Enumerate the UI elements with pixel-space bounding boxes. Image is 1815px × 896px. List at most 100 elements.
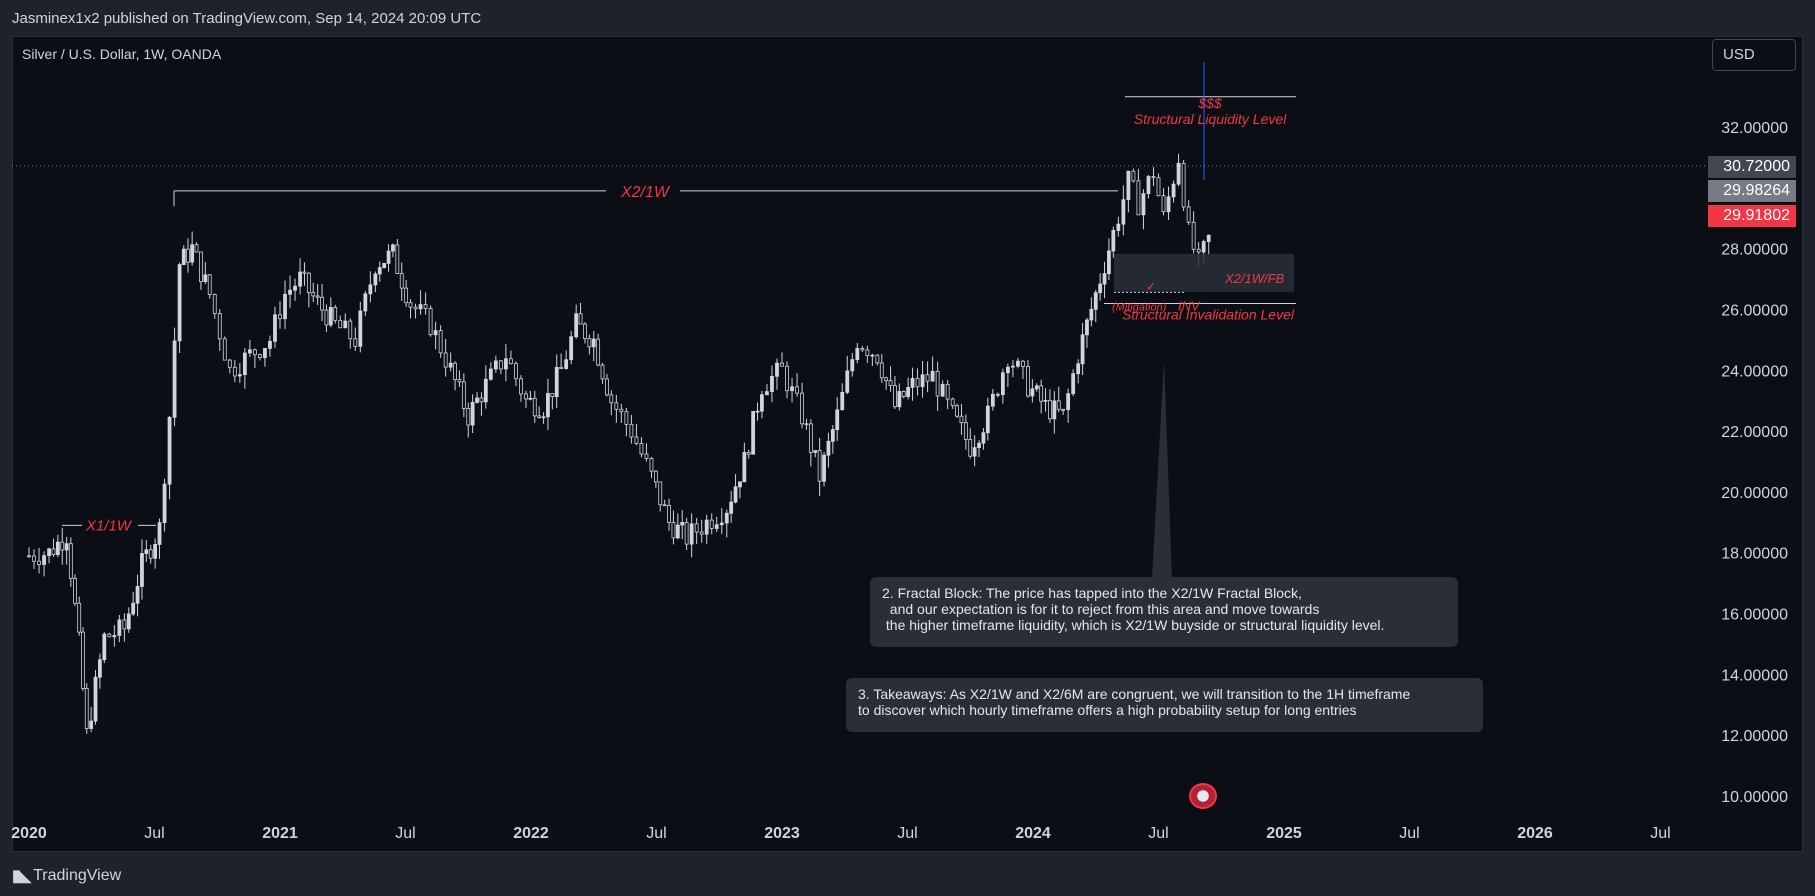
candle-body: [333, 307, 338, 321]
y-tick-label: 28.00000: [1721, 242, 1788, 259]
candle-body: [199, 251, 203, 283]
candle-body: [181, 248, 186, 265]
candle-body: [935, 370, 940, 397]
candle-body: [343, 320, 348, 329]
candle-body: [709, 519, 714, 529]
candle-body: [1039, 385, 1044, 402]
candle-body: [212, 293, 217, 314]
candle-body: [194, 244, 199, 253]
candle-body: [203, 274, 208, 283]
candle-body: [438, 330, 443, 354]
candle-body: [358, 310, 363, 347]
candle-body: [232, 366, 237, 377]
candle-body: [1111, 230, 1116, 252]
candle-body: [514, 363, 518, 380]
inv-label: INV: [1178, 298, 1201, 313]
candle-body: [1066, 393, 1071, 411]
candle-body: [1141, 193, 1146, 216]
candle-body: [1085, 319, 1089, 336]
fractal-block-note[interactable]: 2. Fractal Block: The price has tapped i…: [870, 577, 1458, 647]
candle-body: [619, 408, 624, 413]
candle-body: [950, 398, 955, 407]
candle-body: [855, 348, 860, 361]
candle-body: [122, 619, 127, 630]
us-flag-event-icon[interactable]: [1189, 783, 1217, 809]
candle-body: [1176, 162, 1181, 185]
candle-body: [578, 313, 583, 325]
candle-body: [488, 368, 493, 380]
candle-body: [742, 452, 747, 483]
candle-body: [624, 411, 629, 425]
candle-body: [263, 348, 267, 359]
candle-body: [408, 302, 413, 308]
candle-body: [382, 263, 387, 269]
candle-body: [1006, 366, 1010, 374]
candle-body: [328, 307, 333, 326]
candle-body: [699, 531, 704, 535]
candle-body: [1000, 372, 1005, 396]
candle-body: [428, 308, 433, 336]
candle-body: [813, 450, 818, 453]
structural-invalidation-label: Structural Invalidation Level: [1122, 306, 1295, 322]
candle-body: [503, 358, 508, 370]
candle-body: [117, 619, 122, 636]
candle-body: [84, 688, 89, 729]
candle-body: [583, 323, 587, 339]
candle-body: [1166, 196, 1171, 213]
x-tick-label: Jul: [144, 825, 164, 842]
candle-body: [910, 378, 915, 388]
y-tick-label: 26.00000: [1721, 302, 1788, 319]
currency-button[interactable]: USD: [1712, 39, 1796, 71]
tradingview-logo-text: TradingView: [33, 867, 122, 884]
candle-body: [288, 289, 292, 295]
bottom-bar: [0, 852, 1815, 896]
candle-body: [60, 541, 65, 551]
candle-body: [509, 358, 513, 365]
candle-body: [775, 362, 779, 377]
candle-body: [639, 443, 644, 455]
candle-body: [81, 631, 85, 689]
candle-body: [795, 386, 799, 394]
x-tick-label: 2025: [1266, 825, 1302, 842]
candle-body: [324, 309, 329, 326]
candle-body: [73, 578, 77, 604]
candle-body: [413, 306, 418, 310]
y-tick-label: 12.00000: [1721, 728, 1788, 745]
x-tick-label: 2020: [11, 825, 47, 842]
candle-body: [135, 586, 140, 604]
fractal-block-label: X2/1W/FB: [1224, 271, 1285, 286]
dollar-signs-label: $$$: [1197, 95, 1222, 111]
mitigation-label: (Mitigation): [1112, 301, 1167, 313]
candle-body: [888, 380, 893, 386]
candle-body: [475, 397, 479, 403]
candle-body: [306, 272, 311, 294]
candle-body: [1116, 223, 1121, 231]
candle-body: [1136, 180, 1141, 216]
candle-body: [629, 423, 634, 438]
candle-body: [363, 293, 368, 312]
candle-body: [1151, 176, 1156, 179]
takeaways-note[interactable]: 3. Takeaways: As X2/1W and X2/6M are con…: [846, 678, 1483, 732]
candle-body: [532, 397, 537, 417]
candle-body: [1076, 363, 1081, 375]
candle-body: [574, 313, 579, 338]
candle-body: [658, 481, 663, 506]
candle-body: [167, 416, 172, 485]
candle-body: [1021, 360, 1025, 367]
candle-body: [865, 349, 870, 356]
price-tag-mid: 29.98264: [1708, 180, 1796, 202]
candle-body: [293, 285, 297, 291]
tradingview-logo[interactable]: ▮◣ TradingView: [12, 866, 121, 886]
candle-body: [395, 244, 400, 275]
candle-body: [148, 549, 153, 559]
candle-body: [1102, 273, 1107, 285]
candle-body: [177, 264, 182, 342]
x-tick-label: 2024: [1015, 825, 1051, 842]
candle-body: [479, 397, 484, 403]
checkmark-icon: ✓: [1146, 279, 1156, 293]
candle-body: [1121, 199, 1126, 225]
candle-body: [596, 338, 601, 366]
candle-body: [780, 362, 784, 367]
candle-body: [140, 553, 144, 587]
